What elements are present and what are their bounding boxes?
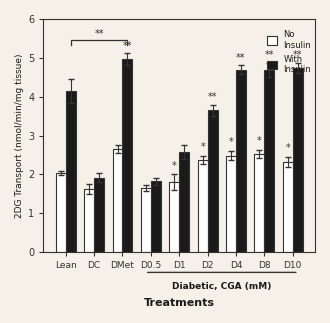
- Bar: [283, 162, 293, 252]
- Bar: [94, 178, 104, 252]
- Text: *: *: [285, 143, 290, 153]
- Bar: [122, 59, 132, 252]
- Bar: [179, 152, 189, 252]
- X-axis label: Treatments: Treatments: [144, 298, 215, 308]
- Y-axis label: 2DG Transport (nmol/min/mg tissue): 2DG Transport (nmol/min/mg tissue): [15, 53, 24, 218]
- Text: *: *: [172, 161, 177, 171]
- Text: *: *: [200, 142, 205, 152]
- Bar: [293, 68, 303, 252]
- Bar: [208, 110, 217, 252]
- Bar: [198, 160, 208, 252]
- Text: **: **: [94, 29, 104, 39]
- Bar: [151, 182, 161, 252]
- Bar: [66, 91, 76, 252]
- Text: *: *: [257, 137, 262, 146]
- Text: **: **: [236, 53, 246, 63]
- Text: Diabetic, CGA (mM): Diabetic, CGA (mM): [172, 282, 272, 291]
- Bar: [84, 189, 94, 252]
- Bar: [264, 69, 274, 252]
- Bar: [141, 188, 151, 252]
- Text: **: **: [293, 50, 302, 60]
- Bar: [169, 182, 179, 252]
- Text: **: **: [265, 50, 274, 60]
- Text: *: *: [229, 137, 233, 147]
- Bar: [56, 173, 66, 252]
- Bar: [254, 154, 264, 252]
- Text: **: **: [208, 92, 217, 102]
- Bar: [113, 149, 122, 252]
- Bar: [236, 69, 246, 252]
- Text: **: **: [123, 41, 132, 51]
- Bar: [226, 156, 236, 252]
- Legend: No
Insulin, With
Insulin: No Insulin, With Insulin: [264, 28, 314, 77]
